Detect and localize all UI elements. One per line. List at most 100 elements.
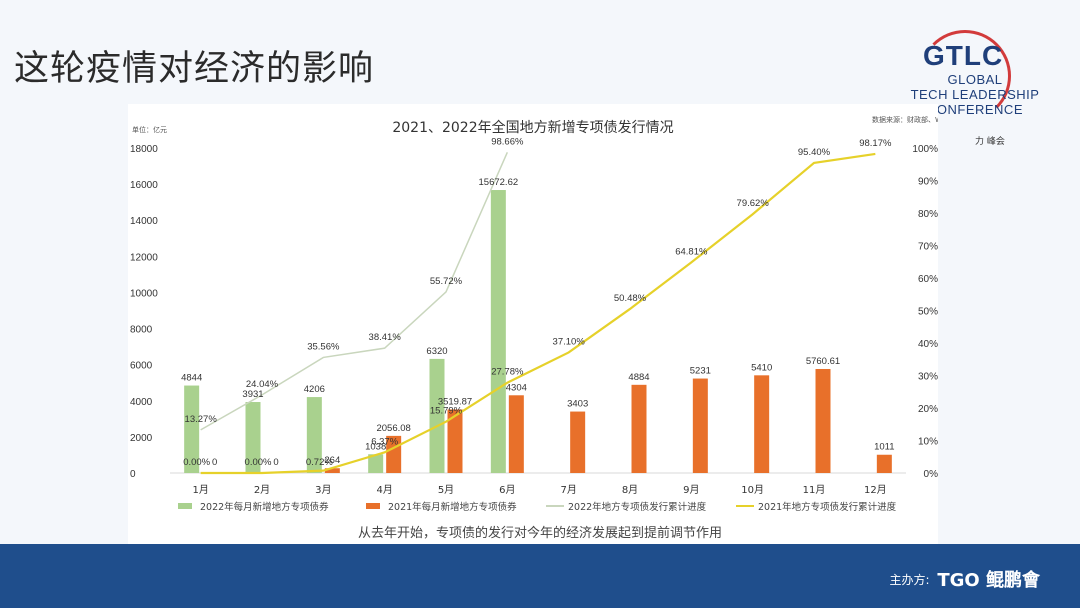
x-tick-label: 4月 bbox=[376, 484, 392, 496]
bar-label-2021: 4304 bbox=[506, 382, 527, 393]
line-label-2021: 64.81% bbox=[675, 246, 708, 257]
y-tick-label: 8000 bbox=[130, 325, 153, 336]
bar-label-2021: 1011 bbox=[874, 442, 894, 453]
legend-swatch bbox=[366, 503, 380, 509]
x-tick-label: 1月 bbox=[192, 484, 208, 496]
y2-tick-label: 100% bbox=[912, 144, 938, 155]
x-tick-label: 3月 bbox=[315, 484, 331, 496]
line-label-2021: 0.00% bbox=[245, 457, 272, 468]
y2-tick-label: 60% bbox=[918, 274, 938, 285]
x-tick-label: 9月 bbox=[683, 484, 699, 496]
legend-label: 2021年每月新增地方专项债券 bbox=[388, 501, 517, 513]
bar-label-2021: 5410 bbox=[751, 362, 772, 373]
line-label-2022: 55.72% bbox=[430, 276, 463, 287]
bar-2021 bbox=[754, 375, 770, 473]
line-label-2021: 37.10% bbox=[553, 336, 586, 347]
logo-sub: 力 峰会 bbox=[975, 137, 1005, 147]
bar-2022 bbox=[184, 385, 200, 473]
line-label-2022: 13.27% bbox=[185, 414, 218, 425]
bar-2022 bbox=[490, 190, 506, 473]
unit-note: 单位：亿元 bbox=[132, 125, 167, 134]
line-label-2021: 79.62% bbox=[737, 198, 770, 209]
bar-label-2021: 0 bbox=[212, 457, 217, 468]
bar-label-2021: 0 bbox=[273, 457, 278, 468]
x-tick-label: 12月 bbox=[864, 484, 887, 496]
bar-label-2022: 4206 bbox=[304, 384, 325, 395]
bar-label-2021: 2056.08 bbox=[376, 423, 410, 434]
bar-2021 bbox=[570, 411, 586, 473]
x-tick-label: 10月 bbox=[741, 484, 764, 496]
y2-tick-label: 50% bbox=[918, 307, 938, 318]
bar-label-2021: 5760.61 bbox=[806, 356, 840, 367]
bar-2021 bbox=[876, 454, 892, 473]
y2-tick-label: 40% bbox=[918, 339, 938, 350]
line-2022-progress bbox=[200, 152, 509, 431]
line-2021-progress bbox=[200, 152, 876, 475]
bar-label-2022: 4844 bbox=[181, 373, 202, 384]
x-tick-label: 8月 bbox=[622, 484, 638, 496]
x-tick-label: 5月 bbox=[438, 484, 454, 496]
line-label-2021: 50.48% bbox=[614, 293, 647, 304]
y-tick-label: 6000 bbox=[130, 361, 153, 372]
y-tick-label: 12000 bbox=[130, 252, 158, 263]
legend-label: 2021年地方专项债发行累计进度 bbox=[758, 501, 897, 513]
bar-label-2022: 6320 bbox=[426, 346, 447, 357]
bar-label-2021: 4884 bbox=[628, 372, 649, 383]
x-tick-label: 6月 bbox=[499, 484, 515, 496]
bar-2021 bbox=[631, 384, 647, 473]
legend-label: 2022年地方专项债发行累计进度 bbox=[568, 501, 707, 513]
bar-2022 bbox=[306, 397, 322, 473]
bar-label-2022: 3931 bbox=[242, 389, 263, 400]
bar-2021 bbox=[692, 378, 708, 473]
line-label-2021: 95.40% bbox=[798, 147, 831, 158]
footer-org: TGO 鲲鹏會 bbox=[937, 570, 1040, 591]
footer-bar: 主办方: TGO 鲲鹏會 bbox=[0, 544, 1080, 608]
line-label-2021: 98.17% bbox=[859, 138, 892, 149]
y-tick-label: 16000 bbox=[130, 180, 158, 191]
logo-line-1: GLOBAL bbox=[947, 72, 1003, 87]
bar-2022 bbox=[368, 454, 384, 473]
line-label-2021: 27.78% bbox=[491, 367, 524, 378]
y2-tick-label: 30% bbox=[918, 372, 938, 383]
bar-2021 bbox=[815, 368, 831, 473]
logo-ring bbox=[919, 30, 1011, 122]
y-tick-label: 10000 bbox=[130, 288, 158, 299]
y-tick-label: 0 bbox=[130, 469, 136, 480]
legend-swatch bbox=[178, 503, 192, 509]
y2-tick-label: 90% bbox=[918, 177, 938, 188]
y2-tick-label: 80% bbox=[918, 209, 938, 220]
line-label-2022: 98.66% bbox=[491, 136, 524, 147]
line-label-2021: 0.00% bbox=[183, 457, 210, 468]
chart-title: 2021、2022年全国地方新增专项债发行情况 bbox=[392, 119, 673, 136]
line-label-2022: 38.41% bbox=[369, 332, 402, 343]
y-tick-label: 14000 bbox=[130, 216, 158, 227]
bar-label-2022: 1038 bbox=[365, 441, 386, 452]
y-tick-label: 4000 bbox=[130, 397, 153, 408]
legend-label: 2022年每月新增地方专项债券 bbox=[200, 501, 329, 513]
source-note: 数据来源：财政部、Wind bbox=[872, 115, 938, 124]
slide-title: 这轮疫情对经济的影响 bbox=[14, 49, 375, 89]
y2-tick-label: 20% bbox=[918, 404, 938, 415]
bar-label-2021: 3403 bbox=[567, 399, 588, 410]
logo-acronym: GTLC bbox=[923, 40, 1004, 71]
y2-tick-label: 0% bbox=[924, 469, 938, 480]
footer-host: 主办方: TGO 鲲鹏會 bbox=[890, 566, 1041, 592]
line-label-2022: 35.56% bbox=[307, 341, 340, 352]
bar-2022 bbox=[429, 358, 445, 473]
bar-label-2021: 264 bbox=[324, 455, 340, 466]
x-tick-label: 11月 bbox=[803, 484, 826, 496]
line-label-2021: 0.72% bbox=[306, 457, 333, 468]
bar-label-2021: 5231 bbox=[690, 366, 711, 377]
chart-card: 2021、2022年全国地方新增专项债发行情况 单位：亿元 数据来源：财政部、Win… bbox=[128, 104, 938, 544]
y-tick-label: 18000 bbox=[130, 144, 158, 155]
x-tick-label: 7月 bbox=[560, 484, 576, 496]
bar-label-2022: 15672.62 bbox=[479, 177, 519, 188]
bar-label-2021: 3519.87 bbox=[438, 396, 472, 407]
y2-tick-label: 70% bbox=[918, 242, 938, 253]
line-label-2021: 15.79% bbox=[430, 406, 463, 417]
bond-issuance-chart: 2021、2022年全国地方新增专项债发行情况 单位：亿元 数据来源：财政部、Win… bbox=[130, 115, 938, 513]
line-label-2021: 6.37% bbox=[371, 436, 398, 447]
bar-2021 bbox=[508, 395, 524, 473]
y2-tick-label: 10% bbox=[918, 437, 938, 448]
bar-2021 bbox=[447, 409, 463, 473]
